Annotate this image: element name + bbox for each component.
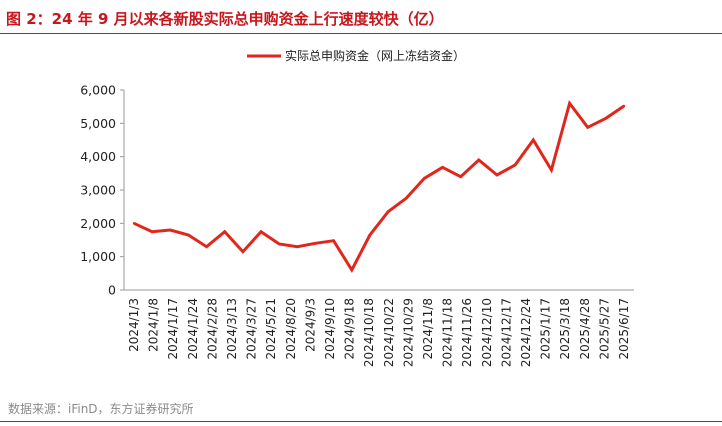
x-tick-label: 2024/5/21 bbox=[264, 298, 278, 360]
series-layer bbox=[132, 99, 626, 274]
data-point bbox=[205, 245, 208, 248]
data-point bbox=[586, 126, 589, 129]
x-tick-label: 2024/12/24 bbox=[519, 298, 533, 367]
data-point bbox=[332, 239, 335, 242]
y-tick-label: 4,000 bbox=[80, 149, 116, 164]
data-point bbox=[241, 250, 245, 253]
x-tick-label: 2024/8/20 bbox=[284, 298, 298, 360]
x-tick-label: 2024/9/3 bbox=[303, 298, 317, 352]
data-point bbox=[622, 104, 626, 108]
x-tick-label: 2024/11/18 bbox=[441, 298, 455, 367]
data-point bbox=[368, 233, 372, 237]
data-point bbox=[150, 230, 154, 233]
x-tick-label: 2025/4/28 bbox=[578, 298, 592, 360]
data-point bbox=[259, 230, 263, 233]
y-axis: 0 1,000 2,000 3,000 4,000 5,000 6,000 bbox=[80, 83, 125, 298]
x-tick-label: 2024/1/24 bbox=[186, 298, 200, 360]
x-tick-label: 2024/1/3 bbox=[127, 298, 141, 352]
x-tick-label: 2024/1/17 bbox=[166, 298, 180, 360]
x-tick-label: 2024/11/26 bbox=[460, 298, 474, 367]
x-tick-label: 2024/3/13 bbox=[225, 298, 239, 360]
data-point bbox=[187, 233, 190, 237]
y-tick-label: 0 bbox=[108, 283, 116, 298]
figure-title: 图 2：24 年 9 月以来各新股实际总申购资金上行速度较快（亿） bbox=[6, 10, 444, 28]
series-line bbox=[133, 99, 625, 274]
data-point bbox=[604, 117, 608, 120]
legend-label: 实际总申购资金（网上冻结资金） bbox=[285, 48, 465, 63]
x-tick-label: 2024/11/8 bbox=[421, 298, 435, 360]
data-point bbox=[169, 228, 172, 232]
data-point bbox=[278, 242, 281, 246]
x-tick-label: 2025/5/27 bbox=[597, 298, 611, 360]
x-tick-label: 2024/10/22 bbox=[382, 298, 396, 367]
x-tick-label: 2025/1/17 bbox=[539, 298, 553, 360]
x-axis: 2024/1/3 2024/1/8 2024/1/17 2024/1/24 2024/2… bbox=[124, 289, 634, 367]
y-tick-label: 6,000 bbox=[80, 83, 116, 98]
data-point bbox=[513, 163, 517, 167]
data-point bbox=[223, 230, 226, 233]
data-point bbox=[132, 222, 136, 225]
x-tick-label: 2024/10/29 bbox=[401, 298, 415, 367]
data-point bbox=[550, 168, 553, 172]
data-point bbox=[350, 268, 353, 272]
y-tick-label: 1,000 bbox=[80, 249, 116, 264]
data-point bbox=[441, 166, 444, 169]
x-tick-label: 2024/12/10 bbox=[480, 298, 494, 367]
x-tick-label: 2024/2/28 bbox=[205, 298, 219, 360]
x-tick-label: 2024/10/18 bbox=[362, 298, 376, 367]
data-point bbox=[568, 102, 571, 105]
chart-legend: 实际总申购资金（网上冻结资金） bbox=[247, 48, 465, 63]
data-point bbox=[477, 158, 480, 162]
y-tick-label: 5,000 bbox=[80, 116, 116, 131]
x-tick-label: 2024/1/8 bbox=[147, 298, 161, 352]
data-point bbox=[423, 177, 426, 180]
data-point bbox=[495, 173, 499, 177]
x-tick-label: 2024/9/10 bbox=[323, 298, 337, 360]
data-point bbox=[459, 175, 462, 178]
x-tick-label: 2024/9/18 bbox=[343, 298, 357, 360]
x-tick-label: 2025/6/17 bbox=[617, 298, 631, 360]
data-point bbox=[296, 245, 299, 248]
data-source-note: 数据来源：iFinD，东方证券研究所 bbox=[8, 402, 194, 416]
bottom-divider bbox=[0, 421, 722, 422]
data-point bbox=[314, 242, 317, 245]
data-point bbox=[405, 197, 408, 200]
y-tick-label: 3,000 bbox=[80, 183, 116, 198]
data-point bbox=[386, 210, 390, 213]
x-tick-label: 2024/3/27 bbox=[245, 298, 259, 360]
y-tick-label: 2,000 bbox=[80, 216, 116, 231]
data-point bbox=[532, 138, 535, 142]
x-tick-label: 2025/3/18 bbox=[558, 298, 572, 360]
x-tick-label: 2024/12/17 bbox=[499, 298, 513, 367]
title-divider bbox=[0, 33, 722, 34]
